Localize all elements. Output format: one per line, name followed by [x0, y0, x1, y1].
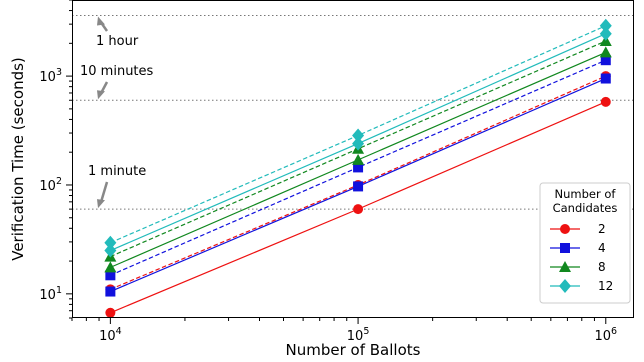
x-tick-label: 105 — [347, 326, 370, 344]
data-point — [105, 307, 116, 318]
data-point — [105, 270, 116, 281]
data-point — [600, 55, 611, 66]
reference-arrowhead — [97, 16, 105, 26]
reference-arrow — [99, 181, 109, 203]
data-point — [559, 261, 571, 272]
reference-arrowhead — [97, 199, 105, 209]
data-point — [104, 243, 117, 258]
legend-entry: 12 — [550, 279, 613, 293]
y-axis-title: Verification Time (seconds) — [9, 57, 27, 261]
data-point — [560, 224, 570, 234]
legend-label: 8 — [598, 260, 606, 274]
data-point — [352, 153, 365, 165]
series-12 — [104, 18, 612, 258]
data-point — [353, 181, 364, 192]
reference-label: 1 hour — [96, 34, 139, 49]
series-2 — [105, 71, 611, 318]
y-tick-label: 101 — [39, 285, 62, 303]
legend-entry: 4 — [550, 241, 606, 255]
data-point — [600, 73, 611, 84]
reference-annotations: 1 minute 10 minutes 1 hour — [80, 16, 154, 209]
x-axis-title: Number of Ballots — [286, 341, 421, 359]
axis-ticks: 104 105 106 101 102 103 — [39, 0, 617, 344]
legend-box — [539, 182, 631, 304]
reference-label: 1 minute — [88, 164, 146, 179]
data-point — [352, 136, 365, 151]
plot-area — [72, 0, 634, 318]
data-point — [599, 46, 612, 58]
series-4 — [105, 55, 611, 297]
legend-title: Candidates — [553, 201, 618, 215]
x-tick-label: 106 — [594, 326, 617, 344]
data-point — [599, 26, 612, 41]
legend-label: 2 — [598, 222, 606, 236]
legend-title: Number of — [555, 187, 617, 201]
data-point — [599, 18, 612, 33]
data-point — [105, 286, 116, 297]
legend-label: 4 — [598, 241, 606, 255]
legend-entry: 2 — [550, 222, 606, 236]
reference-arrowhead — [97, 90, 105, 100]
data-point — [352, 128, 365, 143]
data-point — [560, 243, 570, 253]
y-tick-label: 103 — [39, 67, 62, 85]
legend-entry: 8 — [550, 260, 606, 274]
y-tick-label: 102 — [39, 176, 62, 194]
reference-lines — [72, 15, 634, 210]
series-8 — [104, 35, 612, 273]
x-tick-label: 104 — [99, 326, 122, 344]
data-point — [104, 235, 117, 250]
legend-label: 12 — [598, 279, 613, 293]
data-point — [104, 261, 117, 273]
data-point — [353, 204, 364, 215]
data-point — [600, 96, 611, 107]
data-point — [353, 162, 364, 173]
reference-label: 10 minutes — [80, 64, 154, 79]
data-point — [559, 279, 571, 293]
series-group — [104, 18, 612, 318]
